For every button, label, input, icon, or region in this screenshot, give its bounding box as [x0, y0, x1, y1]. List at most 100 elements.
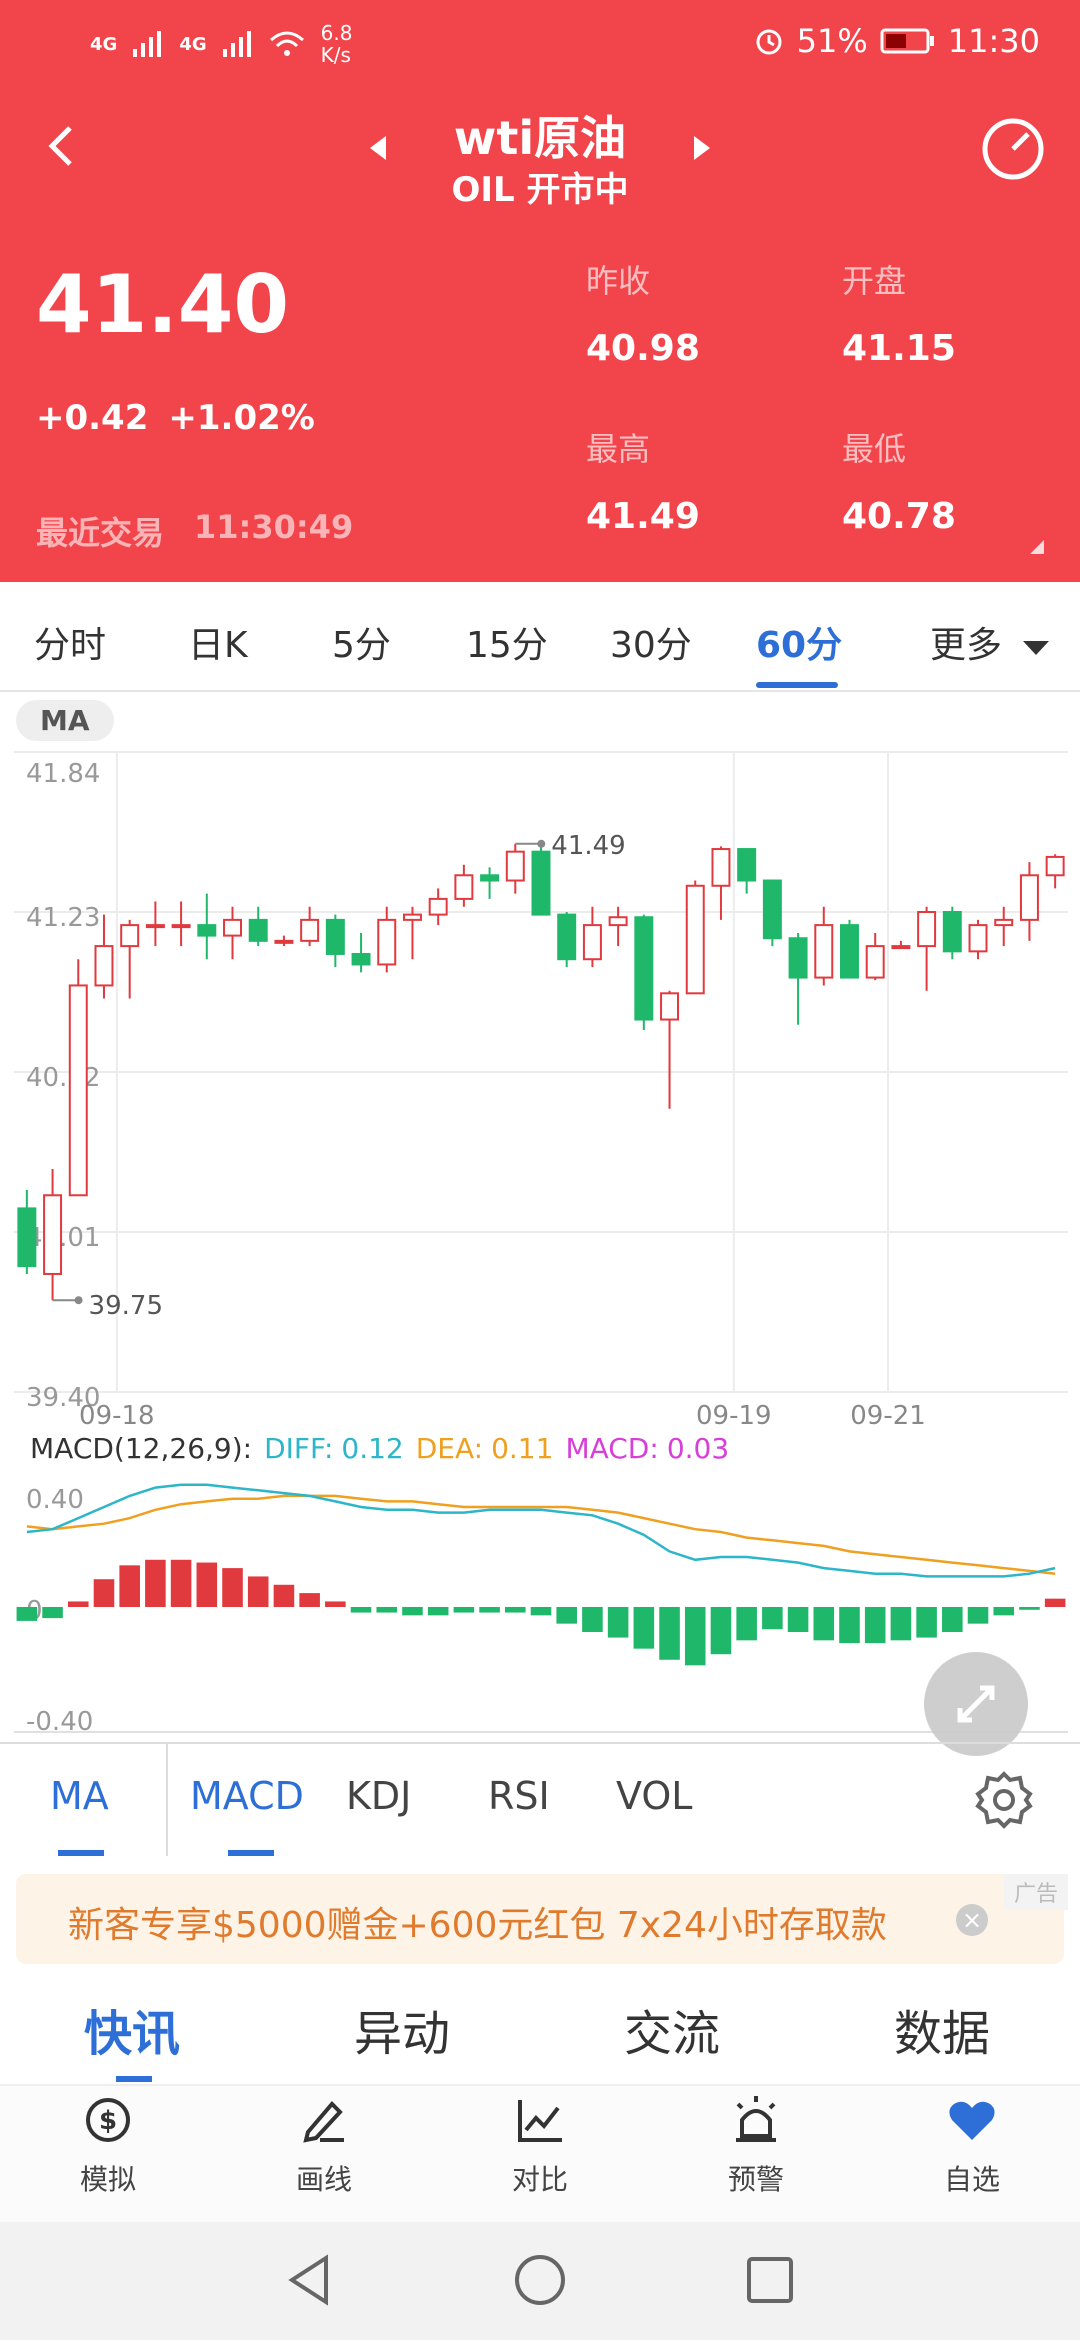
candle-body	[840, 924, 859, 979]
macd-histogram-bar	[402, 1607, 423, 1616]
high-value: 41.49	[586, 496, 700, 537]
candle-body	[505, 850, 525, 882]
nav-draw[interactable]: 画线	[254, 2092, 394, 2198]
macd-histogram-bar	[967, 1607, 989, 1624]
tab-macd[interactable]: MACD	[190, 1774, 304, 1818]
title-bar: wti原油 OIL 开市中	[0, 90, 1080, 220]
news-tab-indicator	[116, 2076, 152, 2082]
max-annotation-label: 41.49	[551, 831, 625, 861]
back-nav-icon[interactable]	[282, 2252, 338, 2308]
home-nav-icon[interactable]	[512, 2252, 568, 2308]
macd-histogram-bar	[325, 1601, 346, 1607]
svg-text:$: $	[99, 2106, 117, 2136]
macd-histogram-bar	[607, 1607, 629, 1638]
candle-body	[1045, 855, 1065, 877]
bottom-toolbar: $ 模拟 画线 对比 预警 自选	[0, 2086, 1080, 2222]
candle-body	[531, 850, 551, 916]
nav-watchlist[interactable]: 自选	[902, 2092, 1042, 2198]
signal-icon-2: 4G	[179, 33, 207, 55]
candle-body	[223, 918, 242, 937]
fullscreen-button[interactable]	[924, 1652, 1028, 1756]
macd-histogram-bar	[376, 1607, 398, 1613]
tab-daily-k[interactable]: 日K	[188, 625, 248, 666]
candle-body	[480, 874, 500, 882]
candle-body	[942, 911, 962, 953]
tab-15min[interactable]: 15分	[466, 625, 548, 666]
dea-value: 0.11	[491, 1432, 554, 1465]
caret-left-icon	[370, 136, 386, 160]
recents-nav-icon[interactable]	[742, 2252, 798, 2308]
candle-body	[762, 879, 782, 940]
prev-symbol-button[interactable]	[366, 134, 390, 166]
max-annotation-dot	[537, 839, 546, 848]
candle-body	[120, 924, 140, 948]
tab-rsi[interactable]: RSI	[488, 1774, 550, 1818]
tab-more-label: 更多	[930, 625, 1003, 666]
candle-body	[582, 924, 602, 961]
nav-simulate[interactable]: $ 模拟	[38, 2092, 178, 2198]
signal-bars-icon	[133, 31, 162, 57]
promo-text[interactable]: 新客专享$5000赠金+600元红包 7x24小时存取款	[68, 1905, 887, 1946]
macd-chart[interactable]: 0.400-0.40	[0, 1470, 1080, 1740]
status-bar: 4G 4G 6.8 K/s 51% 11:30	[0, 0, 1080, 84]
battery-percent: 51%	[796, 22, 868, 60]
macd-histogram-bar	[299, 1593, 320, 1607]
x-tick-label: 09-21	[850, 1401, 926, 1431]
macd-histogram-bar	[890, 1607, 912, 1641]
nav-alert[interactable]: 预警	[686, 2092, 826, 2198]
candle-body	[634, 916, 654, 1021]
candle-body	[197, 924, 217, 937]
dea-line	[26, 1494, 1056, 1575]
macd-histogram-bar	[119, 1565, 140, 1607]
last-trade-time: 11:30:49	[194, 508, 354, 546]
macd-histogram-bar	[916, 1607, 937, 1638]
macd-label: MACD:	[565, 1432, 659, 1465]
tab-community[interactable]: 交流	[624, 2006, 721, 2062]
tab-data[interactable]: 数据	[894, 2006, 991, 2062]
ma-badge[interactable]: MA	[16, 700, 114, 741]
tab-60min[interactable]: 60分	[756, 625, 843, 666]
tab-movers[interactable]: 异动	[354, 2006, 451, 2062]
pen-icon	[303, 2101, 344, 2143]
next-symbol-button[interactable]	[690, 134, 714, 166]
candle-body	[814, 924, 834, 979]
y-tick-label: 40.62	[26, 1063, 100, 1093]
y-tick-label: 39.40	[26, 1383, 100, 1413]
indicator-settings-button[interactable]	[974, 1770, 1034, 1834]
last-trade: 最近交易 11:30:49	[36, 508, 353, 554]
tab-flash-news[interactable]: 快讯	[84, 2006, 181, 2062]
gear-icon	[975, 1771, 1033, 1829]
candle-body	[917, 911, 937, 948]
tab-vol[interactable]: VOL	[616, 1774, 693, 1818]
close-icon[interactable]: ×	[956, 1904, 988, 1936]
tab-5min[interactable]: 5分	[332, 625, 391, 666]
macd-histogram-bar	[479, 1607, 500, 1613]
expand-corner-icon[interactable]	[1030, 540, 1044, 554]
dea-label: DEA:	[415, 1432, 484, 1465]
macd-histogram-bar	[1019, 1607, 1040, 1610]
candle-body	[351, 952, 371, 966]
macd-histogram-bar	[839, 1607, 860, 1644]
tab-ma[interactable]: MA	[50, 1774, 109, 1818]
x-tick-label: 09-19	[696, 1401, 772, 1431]
quote-header: 4G 4G 6.8 K/s 51% 11:30 wti原油 OIL 开市中	[0, 0, 1080, 582]
tab-kdj[interactable]: KDJ	[346, 1774, 412, 1818]
alarm-icon	[756, 29, 782, 55]
candle-body	[994, 918, 1014, 927]
news-tabs: 快讯 异动 交流 数据	[0, 1980, 1080, 2086]
macd-histogram-bar	[1044, 1598, 1066, 1607]
refresh-button[interactable]	[980, 116, 1046, 186]
tab-30min[interactable]: 30分	[610, 625, 692, 666]
macd-histogram-bar	[273, 1584, 295, 1607]
tab-intraday[interactable]: 分时	[34, 625, 107, 666]
macd-histogram-bar	[505, 1607, 526, 1613]
macd-histogram-bar	[736, 1607, 757, 1641]
back-button[interactable]	[40, 116, 90, 176]
macd-histogram-bar	[684, 1607, 706, 1666]
promo-banner[interactable]: 新客专享$5000赠金+600元红包 7x24小时存取款 × 广告	[16, 1874, 1068, 1964]
nav-compare[interactable]: 对比	[470, 2092, 610, 2198]
tab-more[interactable]: 更多	[930, 616, 1050, 668]
signal-icon: 4G	[90, 33, 118, 55]
kline-chart-area[interactable]: MA 41.84 41.23 40.62 40.01 39.40 09-18 09-19 09…	[0, 692, 1080, 1756]
